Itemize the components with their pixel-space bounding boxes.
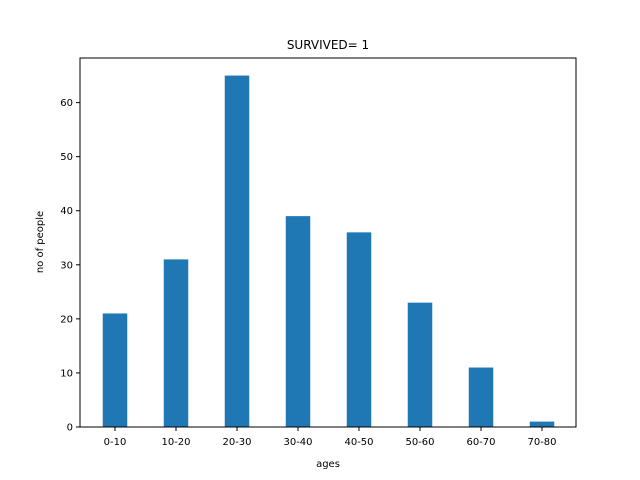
y-tick-label: 60	[60, 98, 73, 109]
x-tick-label: 60-70	[466, 437, 495, 448]
x-tick-label: 20-30	[222, 437, 251, 448]
bar-60-70	[468, 367, 494, 427]
y-tick-label: 0	[67, 423, 73, 434]
x-tick-label: 50-60	[405, 437, 434, 448]
y-tick-label: 20	[60, 314, 73, 325]
bar-70-80	[529, 421, 555, 427]
bar-20-30	[224, 75, 250, 428]
bar-0-10	[102, 313, 128, 427]
bars-group	[102, 75, 555, 428]
plot-frame	[79, 57, 577, 428]
y-tick-label: 10	[60, 368, 73, 379]
bar-30-40	[285, 216, 311, 427]
bar-10-20	[163, 259, 189, 427]
y-tick-label: 30	[60, 260, 73, 271]
x-tick-label: 10-20	[161, 437, 190, 448]
bar-50-60	[407, 302, 433, 427]
x-axis-label: ages	[316, 459, 340, 470]
x-tick-label: 40-50	[344, 437, 373, 448]
x-tick-label: 30-40	[283, 437, 312, 448]
y-axis-label: no of people	[35, 211, 46, 273]
y-tick-label: 40	[60, 206, 73, 217]
x-tick-label: 0-10	[104, 437, 127, 448]
bar-40-50	[346, 232, 372, 427]
y-tick-label: 50	[60, 152, 73, 163]
x-ticks-group: 0-10 10-20 20-30 30-40 40-50 50-60 60-70 70-80	[104, 427, 557, 448]
y-ticks-group: 0 10 20 30 40 50 60	[60, 98, 80, 434]
chart-title: SURVIVED= 1	[287, 38, 369, 52]
x-tick-label: 70-80	[527, 437, 556, 448]
